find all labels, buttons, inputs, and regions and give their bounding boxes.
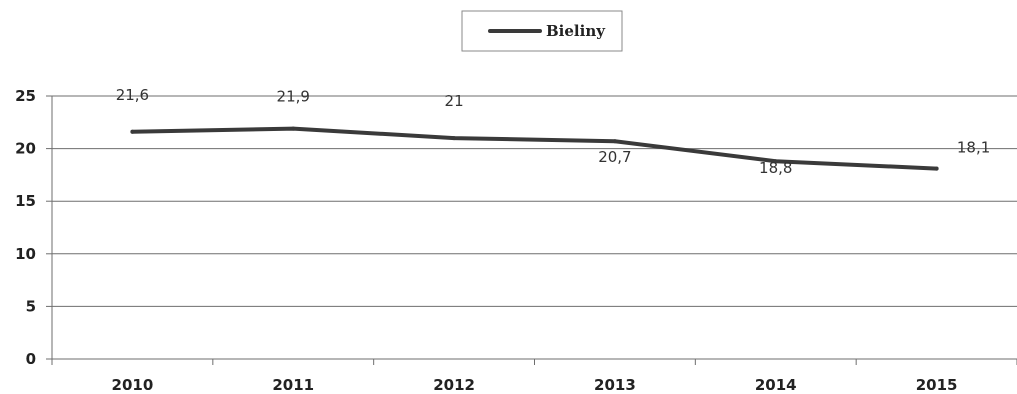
data-point: [130, 129, 135, 134]
y-axis-ticks: 0 5 10 15 20 25: [15, 87, 36, 368]
data-point: [612, 139, 617, 144]
data-label: 21,6: [116, 86, 149, 104]
data-label: 21: [445, 92, 464, 110]
x-axis-ticks: 2010 2011 2012 2013 2014 2015: [112, 376, 958, 394]
x-tick-label: 2014: [755, 376, 797, 394]
data-label: 18,1: [957, 139, 990, 157]
data-point: [291, 126, 296, 131]
legend: Bieliny: [461, 10, 623, 52]
x-tick-label: 2010: [112, 376, 154, 394]
x-tick-label: 2013: [594, 376, 636, 394]
gridlines: [52, 95, 1017, 307]
axes: [46, 95, 1017, 365]
data-label: 20,7: [598, 148, 631, 166]
y-tick-label: 20: [15, 140, 36, 158]
data-point: [452, 136, 457, 141]
y-tick-label: 10: [15, 245, 36, 263]
data-label: 18,8: [759, 159, 792, 177]
series-line-bieliny: [130, 126, 939, 171]
x-tick-label: 2012: [433, 376, 475, 394]
data-labels: 21,6 21,9 21 20,7 18,8 18,1: [116, 86, 991, 177]
series-lines: [130, 126, 939, 171]
legend-label-bieliny: Bieliny: [546, 22, 606, 40]
x-tick-label: 2015: [916, 376, 958, 394]
x-tick-label: 2011: [272, 376, 314, 394]
data-point: [934, 166, 939, 171]
y-tick-label: 25: [15, 87, 36, 105]
data-label: 21,9: [277, 88, 310, 106]
y-tick-label: 5: [26, 297, 36, 315]
y-tick-label: 15: [15, 192, 36, 210]
y-tick-label: 0: [26, 350, 36, 368]
data-point: [773, 159, 778, 164]
